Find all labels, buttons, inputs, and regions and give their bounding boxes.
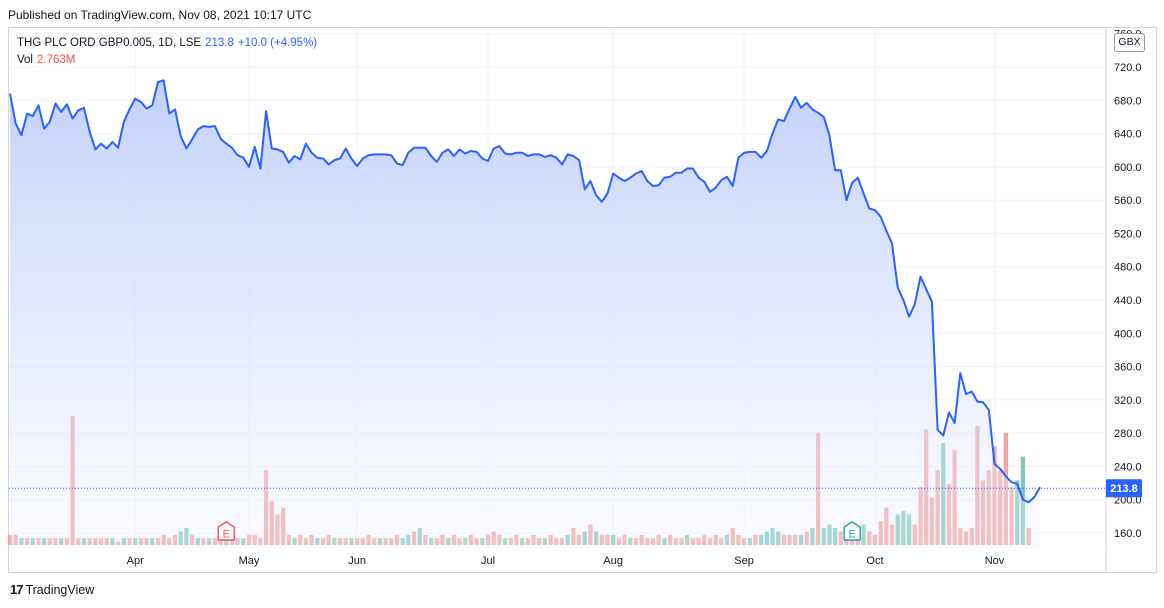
price-axis[interactable]: 160.0 200.0 240.0 280.0 320.0 360.0 400.0 440.0… bbox=[1106, 29, 1142, 540]
price-tick-label: 320.0 bbox=[1114, 395, 1142, 407]
earnings-marker-label: E bbox=[849, 529, 856, 541]
legend-change: +10.0 (+4.95%) bbox=[237, 37, 318, 49]
tradingview-logo-icon: 17 bbox=[10, 582, 24, 597]
earnings-marker bbox=[843, 521, 861, 541]
published-caption: Published on TradingView.com, Nov 08, 20… bbox=[8, 8, 312, 22]
time-tick-label: Apr bbox=[127, 555, 144, 567]
time-tick-label: May bbox=[239, 555, 260, 567]
price-tick-label: 560.0 bbox=[1114, 195, 1142, 207]
price-tick-label: 720.0 bbox=[1114, 62, 1142, 74]
price-tick-label: 200.0 bbox=[1114, 495, 1142, 507]
earnings-marker-label: E bbox=[223, 529, 230, 541]
earnings-marker bbox=[217, 521, 235, 541]
chart-frame bbox=[8, 27, 1157, 573]
price-area bbox=[9, 79, 1041, 549]
price-tick-label: 440.0 bbox=[1114, 295, 1142, 307]
price-tick-label: 160.0 bbox=[1114, 528, 1142, 540]
time-tick-label: Oct bbox=[866, 555, 883, 567]
legend-last-price: 213.8 bbox=[205, 37, 234, 49]
price-area-fill bbox=[10, 80, 1040, 549]
time-tick-label: Aug bbox=[603, 555, 623, 567]
price-tick-label: 480.0 bbox=[1114, 262, 1142, 274]
time-tick-label: Sep bbox=[734, 555, 754, 567]
price-tick-label: 400.0 bbox=[1114, 328, 1142, 340]
legend-symbol[interactable]: THG PLC ORD GBP0.005, 1D, LSE bbox=[17, 37, 202, 49]
time-tick-label: Nov bbox=[985, 555, 1005, 567]
last-price-badge-label: 213.8 bbox=[1110, 483, 1138, 495]
price-tick-label: 520.0 bbox=[1114, 228, 1142, 240]
last-price-badge bbox=[1106, 479, 1142, 498]
footer-brand-text: TradingView bbox=[25, 583, 95, 597]
time-axis[interactable]: Apr May Jun Jul Aug Sep Oct Nov bbox=[127, 555, 1005, 567]
legend-vol-label: Vol bbox=[17, 54, 33, 66]
time-tick-label: Jun bbox=[348, 555, 366, 567]
price-tick-label: 680.0 bbox=[1114, 95, 1142, 107]
price-tick-label: 360.0 bbox=[1114, 362, 1142, 374]
currency-badge[interactable]: GBX bbox=[1114, 33, 1145, 52]
legend: THG PLC ORD GBP0.005, 1D, LSE 213.8 +10.0 … bbox=[17, 35, 317, 69]
legend-vol-value: 2.763M bbox=[37, 54, 76, 66]
price-tick-label: 240.0 bbox=[1114, 461, 1142, 473]
price-tick-label: 640.0 bbox=[1114, 129, 1142, 141]
time-tick-label: Jul bbox=[481, 555, 495, 567]
price-tick-label: 600.0 bbox=[1114, 162, 1142, 174]
price-line bbox=[9, 79, 1041, 504]
footer-brand[interactable]: 17 TradingView bbox=[10, 582, 94, 597]
price-tick-label: 280.0 bbox=[1114, 428, 1142, 440]
